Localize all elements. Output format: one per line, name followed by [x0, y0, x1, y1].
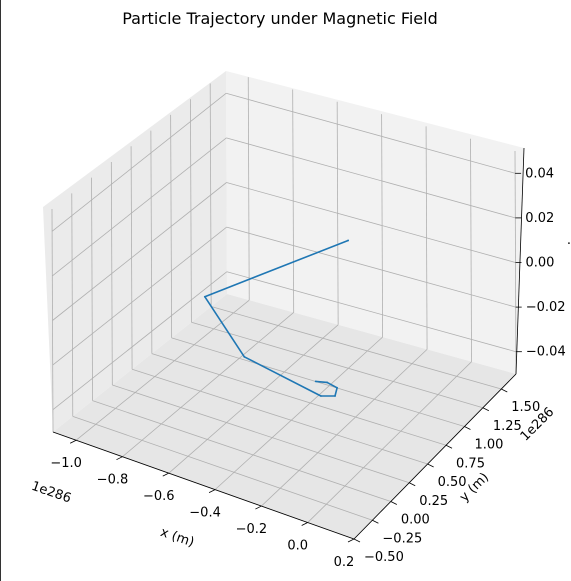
floor-pane-xy	[53, 294, 516, 539]
grid-line-z-left	[51, 92, 227, 232]
x-tick-label: −0.4	[189, 506, 221, 521]
trajectory-point	[243, 355, 246, 358]
x-tick-label: −0.8	[97, 473, 129, 488]
grid-line-x-floor	[261, 349, 428, 507]
x-axis-label: x (m)	[158, 525, 196, 550]
trajectory-point	[326, 381, 329, 384]
grid-lines	[51, 77, 517, 540]
z-tick-label: −0.02	[526, 300, 566, 315]
axis-lines	[52, 147, 525, 540]
window-left-border	[0, 0, 1, 581]
grid-line-y-floor	[151, 353, 447, 446]
grid-line-y-floor	[211, 306, 502, 390]
grid-line-y-floor	[131, 368, 428, 465]
trajectory-point	[336, 386, 339, 389]
y-tick-mark	[445, 444, 453, 449]
grid-line-x-floor	[75, 299, 250, 441]
y-tick-mark	[353, 538, 361, 543]
trajectory-point	[314, 380, 317, 383]
z-axis-line	[515, 147, 525, 375]
y-tick-label: 1.00	[474, 438, 503, 453]
grid-line-z-left	[52, 226, 227, 366]
x-tick-label: 0.2	[334, 555, 355, 570]
x-tick-mark	[301, 522, 308, 526]
z-axis-label-clipped: ·	[567, 237, 571, 252]
z-tick-label: 0.04	[525, 166, 554, 181]
grid-line-z-back	[226, 182, 516, 263]
x-tick-mark	[347, 538, 355, 543]
y-tick-mark	[482, 407, 490, 412]
trajectory-point	[347, 239, 350, 242]
x-tick-label: −1.0	[50, 456, 82, 471]
y-tick-mark	[464, 426, 471, 430]
x-tick-mark	[69, 439, 77, 444]
chart-title: Particle Trajectory under Magnetic Field	[122, 9, 438, 28]
grid-line-z-back	[226, 271, 517, 353]
grid-line-x-floor	[122, 312, 294, 457]
x-axis-line	[52, 431, 355, 540]
z-tick-label: 0.00	[526, 256, 555, 271]
trajectory-point	[203, 295, 206, 298]
left-pane-xz	[43, 71, 227, 432]
grid-line-z-back	[226, 226, 516, 308]
y-tick-label: 0.25	[419, 494, 448, 509]
y-axis-line	[353, 373, 517, 540]
y-tick-mark	[501, 388, 508, 393]
x-tick-mark	[255, 505, 262, 510]
series-group	[203, 239, 350, 397]
z-tick-label: −0.04	[526, 345, 566, 360]
y-tick-label: 0.50	[438, 475, 467, 490]
y-tick-mark	[372, 519, 379, 524]
y-tick-label: 1.50	[511, 400, 540, 415]
trajectory-point	[334, 395, 336, 397]
grid-line-x-floor	[214, 336, 383, 490]
grid-line-z-left	[52, 271, 228, 411]
grid-line-z-back	[225, 92, 516, 174]
x-tick-label: −0.6	[143, 489, 175, 504]
y-tick-mark	[409, 482, 416, 487]
grid-line-y-floor	[72, 415, 373, 521]
grid-line-y-floor	[191, 321, 483, 409]
grid-line-z-back	[226, 137, 516, 219]
y-tick-label: −0.25	[382, 531, 422, 546]
grid-line-x-floor	[168, 324, 339, 474]
x-tick-mark	[116, 456, 123, 461]
grid-line-y-floor	[112, 384, 410, 484]
x-tick-mark	[208, 489, 216, 493]
y-tick-label: 0.75	[456, 456, 485, 471]
tick-group: −1.0 −0.8 −0.6 −0.4 −0.2 0.0 0.2 −0.50 −0.25 0.00…	[50, 166, 565, 570]
x-tick-label: −0.2	[236, 522, 268, 537]
grid-line-y-floor	[92, 400, 391, 502]
y-tick-label: −0.50	[364, 550, 404, 565]
grid-line-z-left	[52, 137, 227, 277]
y-tick-label: 1.25	[493, 419, 522, 434]
grid-line-z-left	[52, 182, 227, 321]
grid-line-x-floor	[307, 361, 472, 523]
z-tick-label: 0.02	[525, 211, 554, 226]
y-tick-label: 0.00	[401, 513, 430, 528]
back-pane-yz	[226, 71, 524, 374]
x-tick-mark	[162, 472, 169, 477]
x-offset-text: 1e286	[29, 479, 73, 507]
y-tick-mark	[427, 463, 434, 468]
trajectory-line	[204, 239, 349, 397]
y-tick-mark	[390, 501, 397, 505]
trajectory-point	[320, 395, 322, 397]
x-tick-label: 0.0	[287, 539, 308, 554]
